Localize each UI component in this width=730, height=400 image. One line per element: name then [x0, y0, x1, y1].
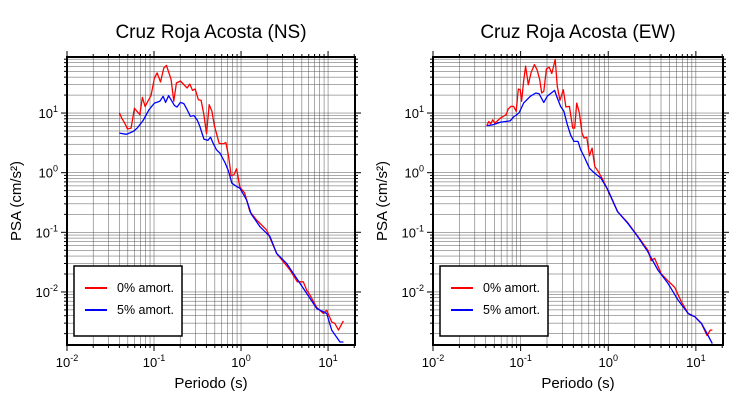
legend-label: 5% amort. — [483, 303, 540, 317]
tick-base: 10 — [422, 355, 436, 370]
y-axis-label: PSA (cm/s²) — [374, 161, 391, 241]
tick-base: 10 — [39, 106, 53, 121]
tick-base: 10 — [36, 285, 50, 300]
tick-exponent: 0 — [613, 353, 618, 363]
tick-base: 10 — [405, 166, 419, 181]
tick-base: 10 — [686, 355, 700, 370]
tick-exponent: 0 — [246, 353, 251, 363]
tick-exponent: -1 — [416, 223, 424, 233]
series-line-0pct — [118, 64, 344, 331]
tick-base: 10 — [402, 285, 416, 300]
x-axis-label: Periodo (s) — [174, 375, 247, 392]
x-tick-label: 10-2 — [422, 353, 444, 370]
legend: 0% amort. 5% amort. — [73, 265, 183, 337]
y-tick-label: 100 — [405, 164, 424, 181]
tick-exponent: -1 — [157, 353, 165, 363]
grid — [61, 51, 361, 351]
x-tick-label: 101 — [686, 353, 705, 370]
y-tick-label: 10-1 — [36, 223, 58, 240]
legend: 0% amort. 5% amort. — [439, 265, 549, 337]
tick-exponent: 1 — [701, 353, 706, 363]
y-tick-label: 10-1 — [402, 223, 424, 240]
x-tick-label: 100 — [231, 353, 250, 370]
legend-label: 0% amort. — [117, 281, 174, 295]
tick-base: 10 — [402, 225, 416, 240]
tick-exponent: -2 — [416, 283, 424, 293]
series-line-5pct — [486, 89, 713, 344]
tick-exponent: 1 — [419, 104, 424, 114]
tick-base: 10 — [56, 355, 70, 370]
tick-exponent: 0 — [419, 164, 424, 174]
y-axis-label: PSA (cm/s²) — [8, 161, 25, 241]
x-tick-label: 10-1 — [143, 353, 165, 370]
y-tick-label: 101 — [39, 104, 58, 121]
tick-exponent: -2 — [50, 283, 58, 293]
chart-title: Cruz Roja Acosta (EW) — [480, 22, 675, 43]
tick-base: 10 — [599, 355, 613, 370]
x-axis-label: Periodo (s) — [541, 375, 614, 392]
chart-title: Cruz Roja Acosta (NS) — [115, 22, 306, 43]
legend-label: 5% amort. — [117, 303, 174, 317]
plot-frame — [66, 56, 356, 346]
tick-base: 10 — [39, 166, 53, 181]
y-tick-label: 100 — [39, 164, 58, 181]
y-tick-label: 101 — [405, 104, 424, 121]
legend-box — [73, 265, 183, 337]
tick-exponent: 1 — [333, 353, 338, 363]
x-tick-label: 10-1 — [509, 353, 531, 370]
y-tick-label: 10-2 — [402, 283, 424, 300]
legend-label: 0% amort. — [483, 281, 540, 295]
tick-exponent: -1 — [524, 353, 532, 363]
tick-exponent: -2 — [436, 353, 444, 363]
tick-base: 10 — [143, 355, 157, 370]
tick-exponent: -2 — [70, 353, 78, 363]
series-line-0pct — [486, 58, 713, 337]
tick-exponent: 1 — [53, 104, 58, 114]
x-tick-label: 10-2 — [56, 353, 78, 370]
plot-frame — [432, 56, 724, 346]
tick-exponent: 0 — [53, 164, 58, 174]
tick-base: 10 — [36, 225, 50, 240]
y-tick-label: 10-2 — [36, 283, 58, 300]
x-tick-label: 100 — [599, 353, 618, 370]
series-line-5pct — [119, 95, 344, 343]
x-tick-label: 101 — [318, 353, 337, 370]
tick-base: 10 — [509, 355, 523, 370]
legend-box — [439, 265, 549, 337]
tick-base: 10 — [405, 106, 419, 121]
tick-exponent: -1 — [50, 223, 58, 233]
tick-base: 10 — [318, 355, 332, 370]
tick-base: 10 — [231, 355, 245, 370]
